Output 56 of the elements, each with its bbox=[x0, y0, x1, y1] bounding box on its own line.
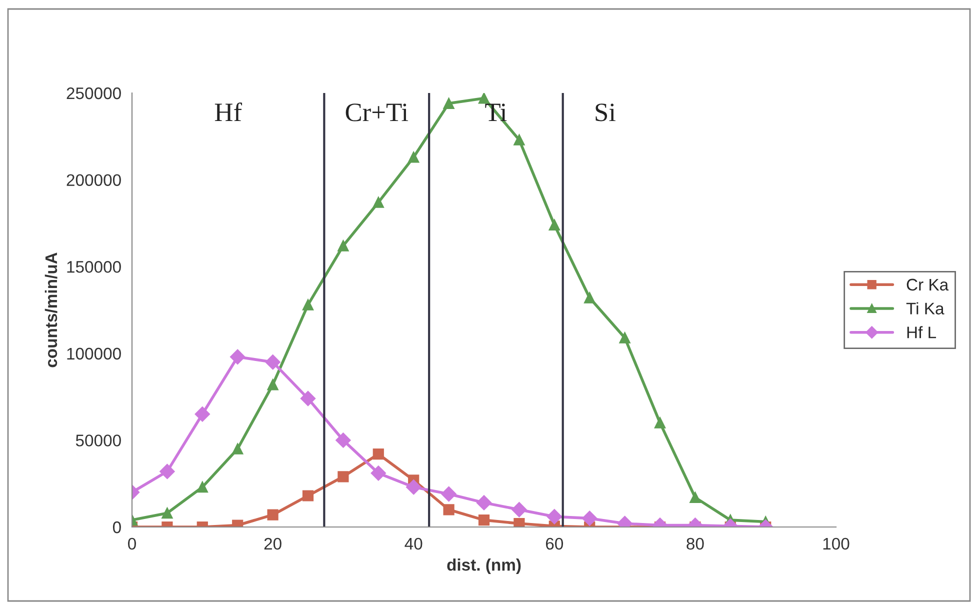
point bbox=[654, 417, 666, 428]
point bbox=[267, 379, 278, 390]
point bbox=[408, 152, 420, 163]
y-tick-label: 250000 bbox=[66, 87, 121, 100]
y-tick-label: 100000 bbox=[67, 348, 121, 360]
legend-label: Cr Ka bbox=[906, 278, 949, 291]
point bbox=[162, 508, 173, 519]
x-tick-label: 80 bbox=[686, 538, 704, 550]
point bbox=[443, 504, 454, 516]
point bbox=[443, 98, 454, 109]
y-axis-title: counts/min/uA bbox=[44, 252, 58, 368]
point bbox=[372, 448, 384, 460]
point bbox=[546, 509, 562, 524]
point bbox=[196, 482, 208, 493]
x-tick-label: 60 bbox=[546, 538, 564, 550]
point bbox=[372, 196, 384, 208]
y-tick-label: 0 bbox=[112, 521, 121, 534]
point bbox=[514, 134, 525, 146]
x-tick-label: 40 bbox=[404, 538, 422, 550]
point bbox=[690, 492, 701, 504]
x-axis-title: dist. (nm) bbox=[447, 558, 521, 574]
point bbox=[300, 390, 316, 406]
annotation: Si bbox=[596, 104, 616, 122]
point bbox=[582, 510, 598, 526]
x-tick-label: 20 bbox=[264, 538, 282, 550]
point bbox=[476, 495, 492, 510]
point bbox=[548, 219, 560, 230]
x-tick-label: 0 bbox=[128, 538, 136, 550]
annotation: Hf bbox=[214, 102, 242, 122]
y-tick-label: 200000 bbox=[66, 174, 121, 186]
point bbox=[514, 518, 525, 527]
y-tick-label: 50000 bbox=[76, 434, 121, 446]
point bbox=[338, 240, 349, 252]
point bbox=[406, 480, 422, 495]
point bbox=[441, 486, 456, 502]
point bbox=[584, 292, 596, 304]
legend-label: Hf L bbox=[907, 326, 936, 338]
y-tick-label: 150000 bbox=[67, 261, 121, 273]
point bbox=[478, 93, 490, 104]
point bbox=[302, 490, 314, 502]
point bbox=[370, 466, 386, 481]
annotation: Cr+Ti bbox=[346, 104, 408, 122]
point bbox=[267, 509, 278, 520]
point bbox=[512, 502, 527, 518]
point bbox=[338, 471, 349, 482]
point bbox=[232, 443, 244, 454]
point bbox=[160, 464, 175, 480]
point bbox=[194, 406, 210, 422]
point bbox=[302, 299, 314, 310]
point bbox=[265, 354, 280, 370]
point bbox=[619, 332, 630, 344]
point bbox=[336, 432, 351, 448]
legend-label: Ti Ka bbox=[906, 302, 944, 314]
point bbox=[478, 514, 490, 526]
x-tick-label: 100 bbox=[823, 538, 850, 550]
point bbox=[230, 349, 246, 364]
